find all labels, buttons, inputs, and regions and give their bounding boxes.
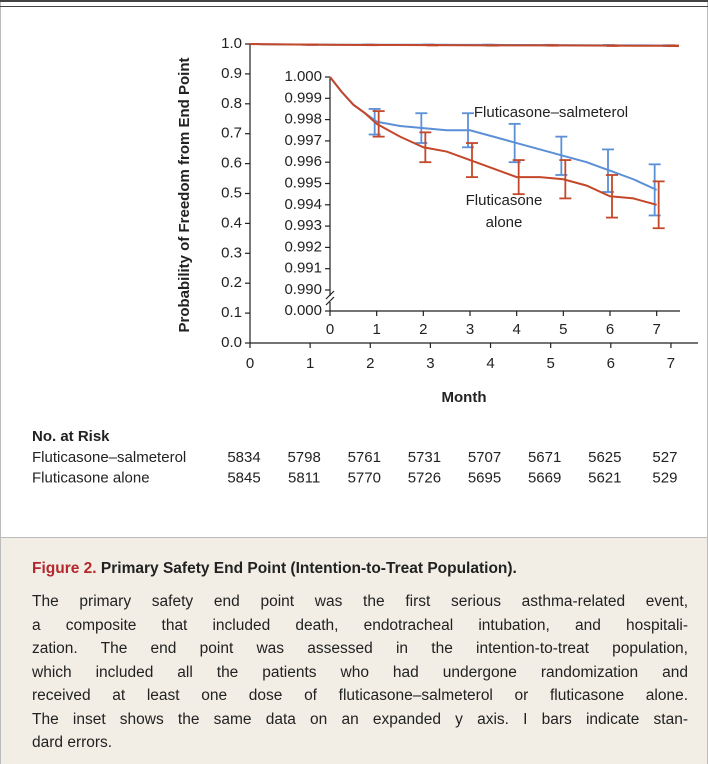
top-rule [0, 6, 708, 7]
risk-value: 5845 [227, 469, 260, 486]
inset-x-tick-label: 5 [559, 321, 567, 338]
y-tick-label: 0.2 [221, 274, 242, 291]
x-tick-label: 2 [366, 355, 374, 372]
annotation: alone [486, 214, 523, 231]
annotation: Fluticasone–salmeterol [474, 104, 628, 121]
top-rule [0, 0, 708, 2]
y-tick-label: 0.3 [221, 244, 242, 261]
y-tick-label: 0.6 [221, 155, 242, 172]
caption-line: The inset shows the same data on an expa… [32, 710, 688, 728]
inset-x-tick-label: 3 [466, 321, 474, 338]
inset-x-tick-label: 1 [372, 321, 380, 338]
y-tick-label: 0.1 [221, 304, 242, 321]
caption-line: zation. The end point was assessed in th… [32, 640, 688, 657]
inset-y-tick-label: 0.996 [284, 153, 322, 170]
figure-title: Primary Safety End Point (Intention-to-T… [100, 560, 517, 577]
risk-value: 5669 [528, 469, 561, 486]
risk-value: 5798 [287, 449, 320, 466]
figure-label: Figure 2. [32, 560, 97, 577]
caption-line: a composite that included death, endotra… [32, 616, 688, 634]
y-tick-label: 0.4 [221, 214, 242, 231]
risk-value: 5695 [468, 469, 501, 486]
inset-y-tick-label: 0.999 [284, 89, 322, 106]
y-tick-label: 0.8 [221, 95, 242, 112]
main-plot [249, 43, 679, 48]
caption-heading: Figure 2. Primary Safety End Point (Inte… [32, 560, 517, 578]
inset-background [275, 69, 685, 333]
inset-x-tick-label: 7 [652, 321, 660, 338]
error-bar [652, 180, 665, 230]
inset-y-tick-label: 0.993 [284, 217, 322, 234]
error-bar [466, 142, 478, 179]
inset-y-tick-label: 0.995 [284, 174, 322, 191]
annotation: Fluticasone [466, 192, 543, 209]
chart: Probability of Freedom from End Point Mo… [32, 35, 698, 486]
inset-y-tick-label: 0.992 [284, 238, 322, 255]
risk-value: 5726 [408, 469, 441, 486]
x-axis-label: Month [442, 389, 487, 406]
risk-value: 527 [652, 449, 677, 466]
series-line [329, 76, 657, 206]
risk-value: 529 [652, 469, 677, 486]
error-bar [559, 159, 572, 200]
risk-value: 5770 [348, 469, 381, 486]
risk-value: 5625 [588, 449, 621, 466]
x-tick-label: 0 [246, 355, 254, 372]
y-tick-label: 0.5 [221, 184, 242, 201]
error-bar [666, 44, 679, 48]
error-bar [606, 44, 619, 47]
x-tick-label: 1 [306, 355, 314, 372]
inset-y-tick-label: 1.000 [284, 68, 322, 85]
risk-value: 5671 [528, 449, 561, 466]
error-bar [512, 159, 525, 196]
x-tick-label: 5 [546, 355, 554, 372]
error-bar [546, 44, 559, 47]
risk-value: 5707 [468, 449, 501, 466]
risk-value: 5761 [348, 449, 381, 466]
y-tick-label: 0.9 [221, 65, 242, 82]
inset-x-tick-label: 4 [512, 321, 520, 338]
y-tick-label: 0.7 [221, 125, 242, 142]
risk-row-name: Fluticasone–salmeterol [32, 449, 186, 466]
axis-break [325, 296, 335, 306]
x-tick-label: 4 [486, 355, 494, 372]
axis-break [325, 290, 335, 300]
y-tick-label: 1.0 [221, 35, 242, 52]
error-bar [419, 131, 432, 164]
error-bar [372, 110, 385, 138]
risk-value: 5834 [227, 449, 260, 466]
inset-x-tick-label: 2 [419, 321, 427, 338]
inset-x-tick-label: 0 [326, 321, 334, 338]
x-tick-label: 3 [426, 355, 434, 372]
inset-x-tick-label: 6 [606, 321, 614, 338]
inset-y-tick-label: 0.998 [284, 111, 322, 128]
inset-y-tick-label: 0.000 [284, 302, 322, 319]
risk-row-name: Fluticasone alone [32, 469, 150, 486]
caption-line: The primary safety end point was the fir… [32, 593, 688, 610]
caption: Figure 2. Primary Safety End Point (Inte… [1, 537, 707, 764]
caption-line: dard errors. [32, 734, 113, 751]
error-bar [606, 174, 618, 219]
y-axis-label: Probability of Freedom from End Point [176, 57, 193, 332]
inset-y-tick-label: 0.990 [284, 281, 322, 298]
y-tick-label: 0.0 [221, 334, 242, 351]
x-tick-label: 7 [667, 355, 675, 372]
caption-body: The primary safety end point was the fir… [32, 590, 688, 755]
risk-value: 5621 [588, 469, 621, 486]
risk-value: 5811 [288, 469, 320, 486]
x-tick-label: 6 [607, 355, 615, 372]
caption-line: which included all the patients who had … [32, 663, 688, 681]
inset-y-tick-label: 0.994 [284, 196, 322, 213]
risk-title: No. at Risk [32, 428, 110, 445]
inset-y-tick-label: 0.991 [284, 260, 322, 277]
inset-y-tick-label: 0.997 [284, 132, 322, 149]
caption-line: received at least one dose of fluticason… [32, 687, 688, 704]
risk-value: 5731 [408, 449, 441, 466]
